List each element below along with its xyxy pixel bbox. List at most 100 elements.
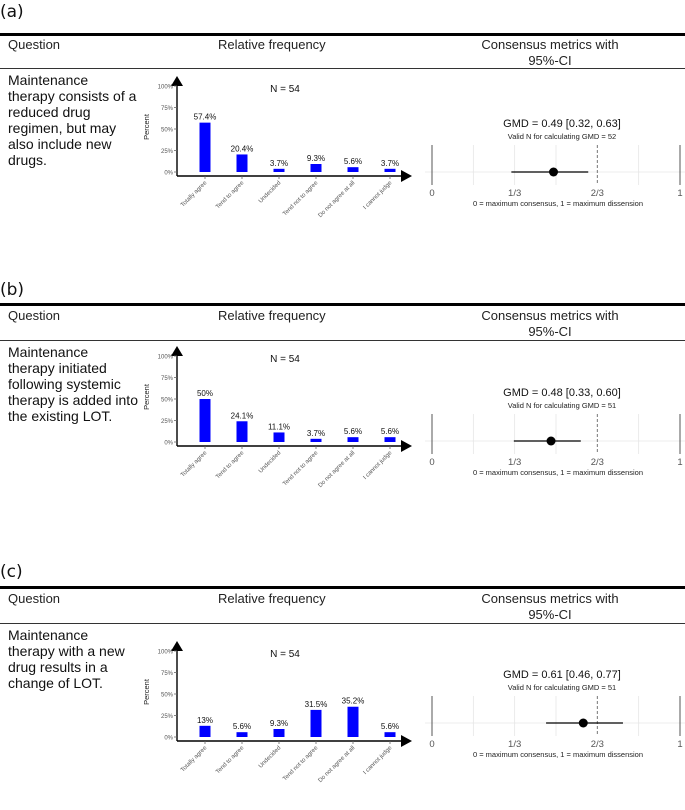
- header-consensus-line1: Consensus metrics with: [481, 37, 619, 52]
- panel-label: (c): [0, 562, 23, 582]
- bar: [273, 432, 285, 442]
- x-axis-label: 0 = maximum consensus, 1 = maximum disse…: [473, 750, 643, 759]
- y-axis-arrow-icon: [171, 346, 183, 356]
- x-tick-label: 1: [677, 188, 682, 199]
- gmd-title: GMD = 0.61 [0.46, 0.77]: [503, 669, 621, 681]
- bar: [199, 399, 211, 442]
- bar: [199, 122, 211, 172]
- bar: [199, 725, 211, 737]
- y-tick-label: 0%: [164, 736, 173, 742]
- x-tick-label: 0: [429, 739, 434, 750]
- y-tick-label: 25%: [161, 149, 174, 155]
- bar: [273, 168, 285, 172]
- bar: [310, 164, 322, 172]
- y-axis-arrow-icon: [171, 76, 183, 86]
- x-axis-arrow-icon: [401, 440, 412, 452]
- x-tick-label: Do not agree at all: [318, 745, 357, 784]
- gmd-subtitle: Valid N for calculating GMD = 51: [508, 683, 616, 692]
- x-tick-label: 2/3: [591, 188, 604, 199]
- panel-b: (b) Question Relative frequency Consensu…: [0, 278, 685, 538]
- x-tick-label: Tend to agree: [215, 450, 246, 481]
- bar: [347, 437, 359, 442]
- gmd-estimate-point: [578, 718, 588, 728]
- x-tick-label: Tend to agree: [215, 180, 246, 211]
- y-axis-label: Percent: [142, 113, 151, 140]
- gmd-subtitle: Valid N for calculating GMD = 52: [508, 132, 616, 141]
- bar: [236, 154, 248, 172]
- bar: [384, 732, 396, 737]
- bar: [273, 729, 285, 737]
- bar-value-label: 35.2%: [342, 697, 365, 706]
- y-tick-label: 50%: [161, 398, 174, 404]
- bar-value-label: 3.7%: [381, 159, 399, 168]
- bar-value-label: 11.1%: [268, 422, 290, 431]
- bar-value-label: 9.3%: [270, 719, 288, 728]
- bar: [347, 706, 359, 737]
- x-tick-label: 2/3: [591, 739, 604, 750]
- bar-chart: N = 54 0% 25% 50% 75% 100% Percent 57.4% Totally…: [142, 76, 412, 219]
- x-tick-label: 0: [429, 457, 434, 468]
- header-relative-frequency: Relative frequency: [218, 308, 326, 323]
- bar-value-label: 57.4%: [194, 113, 217, 122]
- header-relative-frequency: Relative frequency: [218, 591, 326, 606]
- header-consensus-metrics: Consensus metrics with 95%-CI: [430, 591, 670, 623]
- y-tick-label: 100%: [158, 650, 174, 656]
- x-tick-label: 1/3: [508, 457, 521, 468]
- gmd-chart: GMD = 0.49 [0.32, 0.63] Valid N for calcu…: [425, 118, 685, 208]
- x-tick-label: 1/3: [508, 739, 521, 750]
- question-text: Maintenance therapy initiated following …: [8, 344, 138, 424]
- question-text: Maintenance therapy with a new drug resu…: [8, 627, 125, 691]
- header-bottom-rule: [0, 68, 685, 69]
- bar: [384, 168, 396, 172]
- x-tick-label: I cannot judge: [363, 745, 394, 776]
- bar-value-label: 31.5%: [305, 700, 328, 709]
- bar: [236, 732, 248, 737]
- y-tick-label: 75%: [161, 671, 174, 677]
- gmd-subtitle: Valid N for calculating GMD = 51: [508, 401, 616, 410]
- x-tick-label: Do not agree at all: [318, 450, 357, 489]
- header-consensus-line2: 95%-CI: [528, 53, 572, 68]
- bar-value-label: 5.6%: [344, 157, 362, 166]
- gmd-chart: GMD = 0.61 [0.46, 0.77] Valid N for calcu…: [425, 669, 685, 759]
- y-axis-label: Percent: [142, 678, 151, 705]
- y-tick-label: 100%: [158, 85, 174, 91]
- table-top-rule: [0, 586, 685, 589]
- y-tick-label: 75%: [161, 376, 174, 382]
- y-tick-label: 50%: [161, 128, 174, 134]
- y-tick-label: 25%: [161, 714, 174, 720]
- header-bottom-rule: [0, 623, 685, 624]
- y-axis-label: Percent: [142, 383, 151, 410]
- chart-n-label: N = 54: [270, 84, 300, 95]
- bar: [310, 709, 322, 737]
- bar: [347, 167, 359, 172]
- bar-value-label: 24.1%: [231, 411, 254, 420]
- x-axis-label: 0 = maximum consensus, 1 = maximum disse…: [473, 199, 643, 208]
- y-tick-label: 25%: [161, 419, 174, 425]
- x-tick-label: Tend not to agree: [282, 745, 320, 783]
- bar-value-label: 20.4%: [231, 144, 254, 153]
- header-consensus-line1: Consensus metrics with: [481, 591, 619, 606]
- x-tick-label: 1: [677, 457, 682, 468]
- header-consensus-metrics: Consensus metrics with 95%-CI: [430, 308, 670, 340]
- bar-value-label: 5.6%: [344, 427, 362, 436]
- bar-value-label: 3.7%: [270, 159, 288, 168]
- x-axis-arrow-icon: [401, 170, 412, 182]
- y-tick-label: 100%: [158, 355, 174, 361]
- header-consensus-line2: 95%-CI: [528, 607, 572, 622]
- bar-value-label: 5.6%: [233, 722, 251, 731]
- gmd-chart: GMD = 0.48 [0.33, 0.60] Valid N for calcu…: [425, 387, 685, 477]
- panel-label: (b): [0, 280, 25, 300]
- bar-chart: N = 54 0% 25% 50% 75% 100% Percent 13% Totally a…: [142, 641, 412, 784]
- y-tick-label: 0%: [164, 441, 173, 447]
- gmd-estimate-point: [549, 167, 559, 177]
- x-tick-label: 0: [429, 188, 434, 199]
- header-consensus-line1: Consensus metrics with: [481, 308, 619, 323]
- x-axis-label: 0 = maximum consensus, 1 = maximum disse…: [473, 468, 643, 477]
- header-question: Question: [8, 308, 61, 323]
- header-consensus-metrics: Consensus metrics with 95%-CI: [430, 37, 670, 69]
- gmd-estimate-point: [546, 436, 556, 446]
- bar-value-label: 3.7%: [307, 429, 325, 438]
- header-consensus-line2: 95%-CI: [528, 324, 572, 339]
- table-top-rule: [0, 33, 685, 36]
- x-tick-label: Totally agree: [180, 180, 209, 209]
